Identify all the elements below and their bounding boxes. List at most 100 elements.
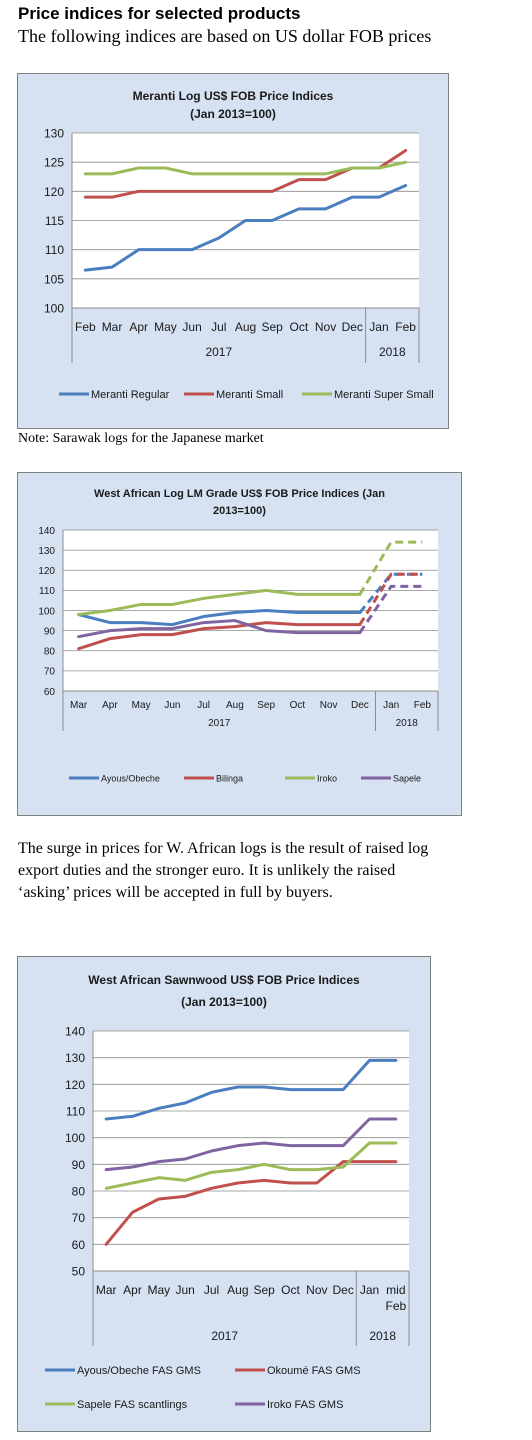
- series-line: [83, 184, 408, 272]
- y-tick-label: 120: [65, 1078, 85, 1092]
- y-tick-label: 140: [65, 1025, 85, 1039]
- series-line: [83, 160, 408, 176]
- chart-title: Meranti Log US$ FOB Price Indices: [133, 89, 334, 103]
- y-tick-label: 110: [66, 1105, 85, 1119]
- y-tick-label: 115: [45, 214, 64, 228]
- series-line-projected: [358, 572, 423, 626]
- page-heading: Price indices for selected products: [18, 4, 301, 23]
- chart-title: West African Log LM Grade US$ FOB Price …: [94, 488, 385, 500]
- y-tick-label: 100: [65, 1131, 85, 1145]
- x-tick-label: Oct: [281, 1283, 300, 1297]
- x-tick-label: Nov: [315, 320, 336, 334]
- surge-paragraph: The surge in prices for W. African logs …: [18, 838, 524, 904]
- paragraph-line: export duties and the stronger euro. It …: [18, 862, 396, 879]
- x-tick-label: Feb: [75, 320, 96, 334]
- legend-label: Meranti Small: [216, 389, 283, 401]
- x-tick-label: Jan: [360, 1283, 379, 1297]
- chart-title: 2013=100): [213, 505, 266, 517]
- x-tick-label: Apr: [129, 320, 148, 334]
- y-tick-label: 100: [38, 606, 55, 617]
- x-tick-label: Nov: [320, 700, 338, 711]
- chart-title: (Jan 2013=100): [181, 995, 267, 1009]
- meranti-log-chart: Meranti Log US$ FOB Price Indices (Jan 20…: [17, 73, 449, 429]
- x-tick-label: Oct: [290, 700, 306, 711]
- legend-label: Iroko: [317, 773, 337, 783]
- paragraph-line: The surge in prices for W. African logs …: [18, 840, 429, 857]
- series-line: [77, 621, 362, 651]
- y-tick-label: 60: [44, 687, 56, 698]
- y-tick-label: 90: [44, 626, 56, 637]
- x-tick-label: Jul: [204, 1283, 219, 1297]
- y-tick-label: 80: [72, 1185, 86, 1199]
- x-tick-label: Mar: [70, 700, 88, 711]
- year-label: 2017: [205, 345, 232, 359]
- series-line: [77, 588, 362, 617]
- x-tick-label: Mar: [102, 320, 123, 334]
- series-line-projected: [358, 540, 423, 596]
- y-tick-label: 130: [38, 546, 55, 557]
- x-tick-label: Aug: [235, 320, 256, 334]
- y-tick-label: 140: [38, 526, 55, 537]
- x-tick-label: Jan: [369, 320, 388, 334]
- legend-label: Meranti Regular: [91, 389, 170, 401]
- x-tick-label: Sep: [253, 1283, 275, 1297]
- west-african-log-chart: West African Log LM Grade US$ FOB Price …: [17, 472, 462, 816]
- x-tick-label: Jul: [197, 700, 210, 711]
- series-line: [104, 1058, 398, 1121]
- x-tick-label: May: [147, 1283, 170, 1297]
- legend-label: Iroko FAS GMS: [267, 1399, 343, 1411]
- x-tick-label: Dec: [332, 1283, 353, 1297]
- y-tick-label: 70: [72, 1211, 86, 1225]
- y-tick-label: 100: [44, 302, 64, 316]
- y-tick-label: 110: [45, 243, 64, 257]
- y-tick-label: 90: [72, 1158, 86, 1172]
- x-tick-label: Aug: [226, 700, 244, 711]
- series-line: [104, 1141, 398, 1190]
- x-tick-label: Jun: [182, 320, 201, 334]
- paragraph-line: ‘asking’ prices will be accepted in full…: [18, 884, 333, 901]
- series-line: [77, 619, 362, 639]
- legend-label: Bilinga: [216, 773, 243, 783]
- y-tick-label: 110: [39, 586, 55, 597]
- x-tick-label: Nov: [306, 1283, 327, 1297]
- west-african-sawnwood-chart: West African Sawnwood US$ FOB Price Indi…: [17, 956, 431, 1432]
- page-subheading: The following indices are based on US do…: [18, 26, 432, 46]
- legend-label: Sapele FAS scantlings: [77, 1399, 188, 1411]
- x-tick-label: Dec: [351, 700, 369, 711]
- series-line-projected: [358, 584, 423, 634]
- legend-label: Okoumé FAS GMS: [267, 1365, 361, 1377]
- x-tick-label: Apr: [123, 1283, 142, 1297]
- year-label: 2018: [379, 345, 406, 359]
- x-tick-label: May: [154, 320, 177, 334]
- x-tick-label: Feb: [395, 320, 416, 334]
- x-tick-label: Jan: [383, 700, 399, 711]
- x-tick-label: Sep: [257, 700, 275, 711]
- x-tick-label: Jun: [175, 1283, 194, 1297]
- legend-label: Ayous/Obeche: [101, 773, 160, 783]
- sarawak-note: Note: Sarawak logs for the Japanese mark…: [18, 431, 264, 446]
- y-tick-label: 130: [65, 1051, 85, 1065]
- series-line: [77, 609, 362, 627]
- y-tick-label: 105: [44, 272, 64, 286]
- legend-label: Sapele: [393, 773, 421, 783]
- x-tick-label: Mar: [96, 1283, 117, 1297]
- x-tick-label: Feb: [414, 700, 432, 711]
- chart-title: (Jan 2013=100): [190, 107, 276, 121]
- x-tick-label: mid: [386, 1283, 405, 1297]
- year-label: 2018: [369, 1329, 396, 1343]
- x-tick-label: Apr: [102, 700, 118, 711]
- plot-area: [93, 1031, 409, 1271]
- chart-title: West African Sawnwood US$ FOB Price Indi…: [88, 973, 360, 987]
- x-tick-label: Feb: [385, 1299, 406, 1313]
- x-tick-label: Jul: [211, 320, 226, 334]
- year-label: 2017: [211, 1329, 238, 1343]
- x-tick-label: Oct: [290, 320, 309, 334]
- y-tick-label: 120: [38, 566, 55, 577]
- y-tick-label: 60: [72, 1238, 86, 1252]
- year-label: 2018: [396, 718, 419, 729]
- y-tick-label: 130: [44, 127, 64, 141]
- year-label: 2017: [208, 718, 231, 729]
- y-tick-label: 125: [44, 156, 64, 170]
- y-tick-label: 70: [44, 667, 56, 678]
- x-tick-label: Aug: [227, 1283, 248, 1297]
